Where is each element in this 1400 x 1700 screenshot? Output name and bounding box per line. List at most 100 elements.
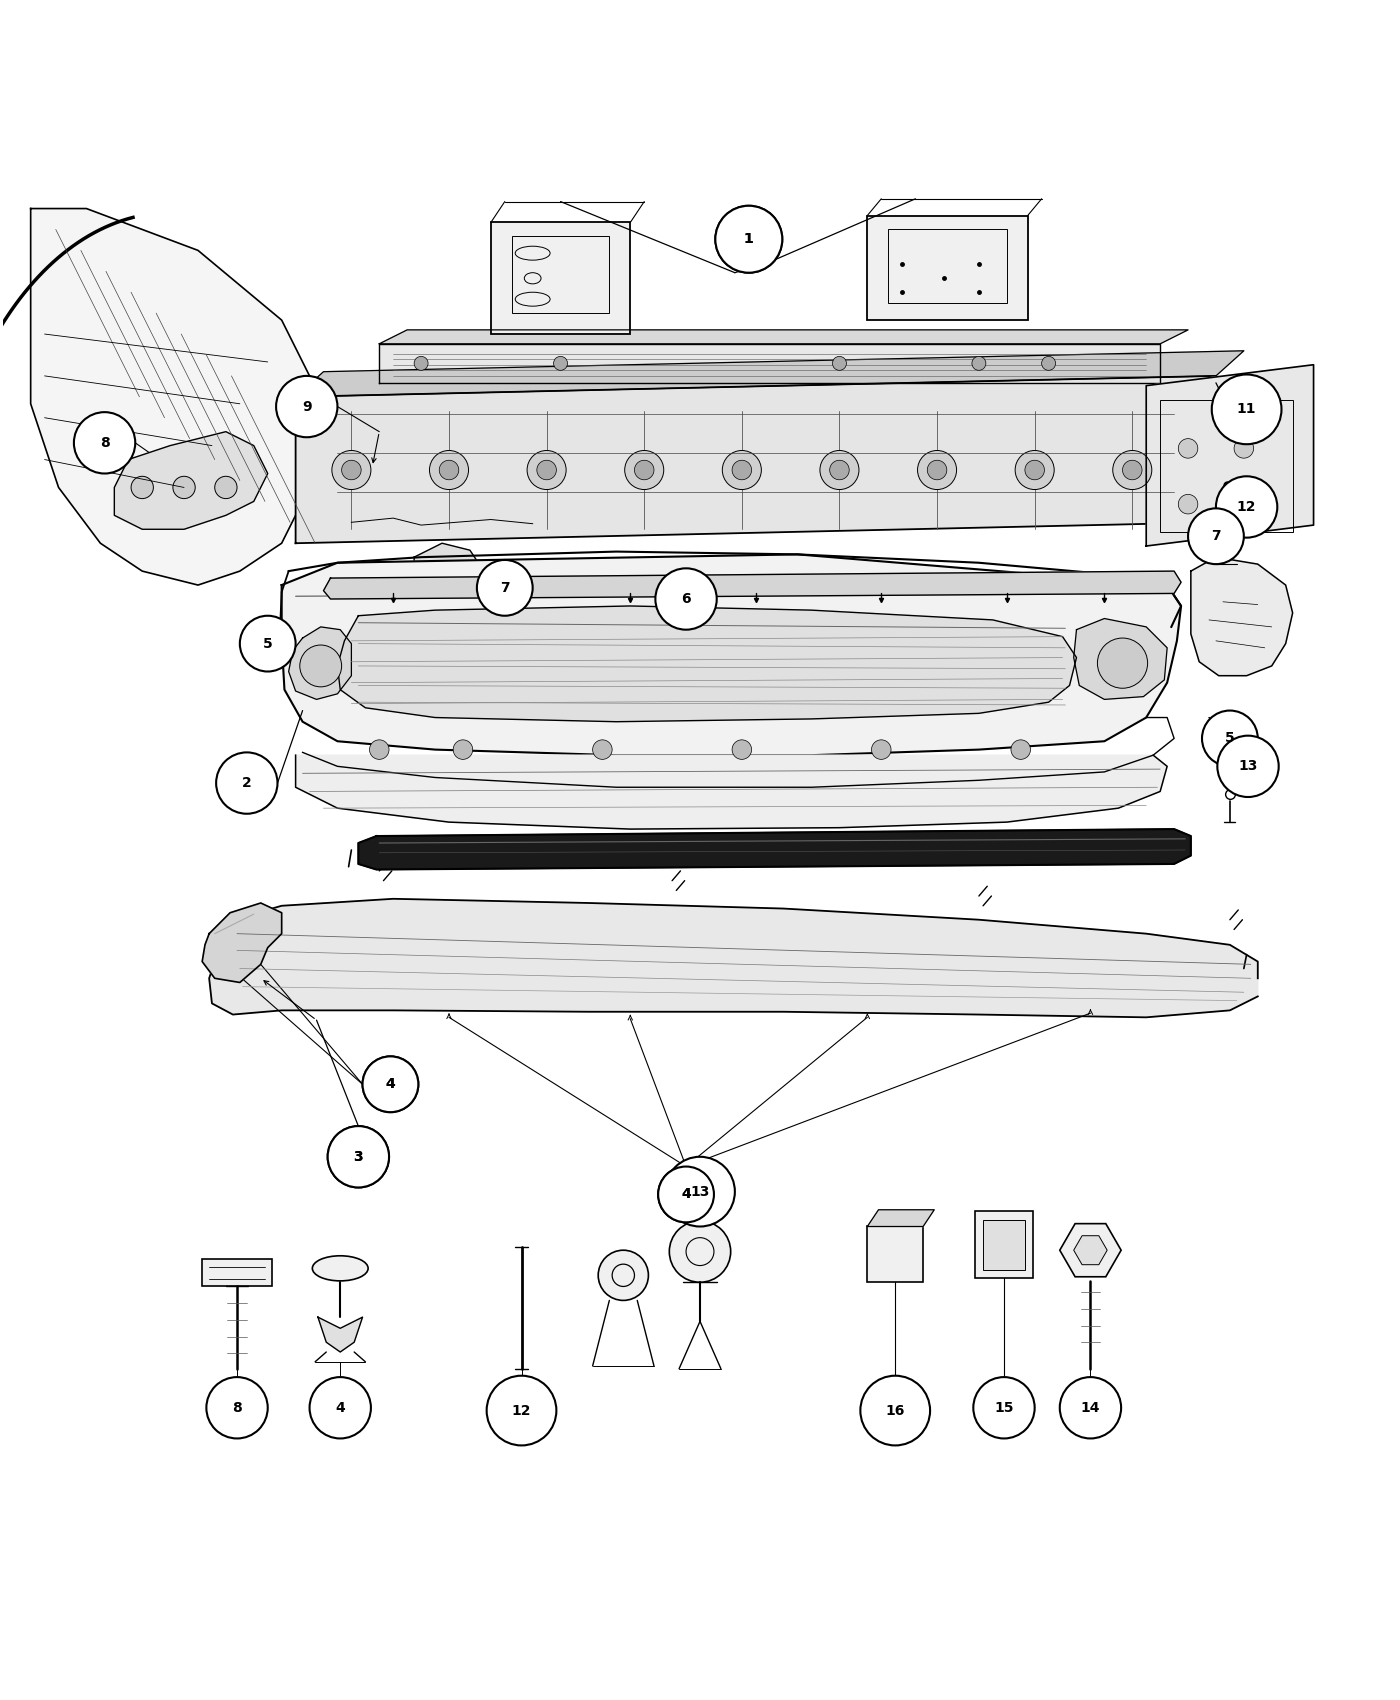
Circle shape (370, 740, 389, 760)
Polygon shape (414, 544, 484, 605)
Circle shape (830, 461, 850, 479)
Circle shape (732, 740, 752, 760)
Polygon shape (379, 343, 1161, 382)
Text: 11: 11 (1236, 403, 1256, 416)
FancyBboxPatch shape (868, 216, 1028, 320)
Circle shape (328, 1125, 389, 1188)
Polygon shape (281, 554, 1182, 755)
Circle shape (861, 1375, 930, 1445)
Polygon shape (337, 605, 1077, 722)
Circle shape (1233, 439, 1253, 459)
Circle shape (1098, 638, 1148, 688)
Circle shape (715, 206, 783, 272)
Text: 8: 8 (232, 1401, 242, 1414)
Polygon shape (323, 571, 1182, 598)
Circle shape (477, 559, 532, 615)
Circle shape (430, 450, 469, 490)
FancyBboxPatch shape (868, 1226, 923, 1282)
Circle shape (1025, 461, 1044, 479)
Text: 4: 4 (385, 1078, 395, 1091)
Circle shape (553, 357, 567, 371)
Text: 14: 14 (1081, 1401, 1100, 1414)
Text: 5: 5 (1225, 731, 1235, 745)
Circle shape (927, 461, 946, 479)
Circle shape (1011, 740, 1030, 760)
Circle shape (74, 411, 136, 474)
Circle shape (624, 450, 664, 490)
Circle shape (669, 1221, 731, 1282)
Text: 4: 4 (336, 1401, 346, 1414)
Polygon shape (318, 1318, 363, 1352)
Circle shape (973, 1377, 1035, 1438)
Circle shape (1203, 711, 1257, 767)
Circle shape (1179, 495, 1198, 513)
Polygon shape (1191, 558, 1292, 675)
Text: 9: 9 (302, 400, 312, 413)
Circle shape (1212, 374, 1281, 444)
Circle shape (132, 476, 154, 498)
Text: 13: 13 (690, 1185, 710, 1198)
Text: 6: 6 (682, 592, 690, 605)
Polygon shape (31, 209, 323, 585)
FancyBboxPatch shape (202, 1258, 272, 1287)
Text: 4: 4 (682, 1187, 692, 1202)
Circle shape (1113, 450, 1152, 490)
Circle shape (658, 1166, 714, 1222)
Circle shape (722, 450, 762, 490)
Text: 3: 3 (354, 1149, 363, 1164)
Circle shape (658, 1166, 714, 1222)
Text: 1: 1 (743, 233, 753, 246)
Text: 3: 3 (354, 1149, 363, 1164)
Circle shape (872, 740, 890, 760)
Text: 13: 13 (1239, 760, 1257, 774)
Circle shape (1015, 450, 1054, 490)
Text: 4: 4 (385, 1078, 395, 1091)
Circle shape (917, 450, 956, 490)
Circle shape (239, 615, 295, 672)
Polygon shape (1147, 366, 1313, 546)
Text: 4: 4 (682, 1187, 692, 1202)
Circle shape (332, 450, 371, 490)
Circle shape (634, 461, 654, 479)
Circle shape (342, 461, 361, 479)
FancyBboxPatch shape (983, 1219, 1025, 1270)
Circle shape (592, 740, 612, 760)
Circle shape (454, 740, 473, 760)
Circle shape (440, 461, 459, 479)
Circle shape (1217, 476, 1277, 537)
Text: 2: 2 (242, 777, 252, 790)
Circle shape (300, 644, 342, 687)
Polygon shape (295, 376, 1217, 544)
Circle shape (328, 1125, 389, 1188)
FancyBboxPatch shape (974, 1210, 1033, 1278)
Text: 12: 12 (512, 1404, 531, 1418)
Text: 7: 7 (1211, 529, 1221, 544)
Polygon shape (288, 627, 351, 699)
Circle shape (363, 1056, 419, 1112)
Circle shape (276, 376, 337, 437)
Circle shape (214, 476, 237, 498)
Polygon shape (1074, 619, 1168, 699)
Text: 8: 8 (99, 435, 109, 450)
Circle shape (1179, 439, 1198, 459)
Circle shape (206, 1377, 267, 1438)
Circle shape (1233, 495, 1253, 513)
Circle shape (665, 1156, 735, 1226)
Ellipse shape (312, 1256, 368, 1280)
Circle shape (1189, 508, 1243, 564)
Polygon shape (379, 330, 1189, 343)
Text: 7: 7 (500, 581, 510, 595)
Circle shape (1123, 461, 1142, 479)
Text: 5: 5 (263, 636, 273, 651)
Text: 12: 12 (1236, 500, 1256, 513)
Circle shape (487, 1375, 556, 1445)
Circle shape (309, 1377, 371, 1438)
Polygon shape (868, 1210, 934, 1226)
Polygon shape (202, 903, 281, 983)
Polygon shape (115, 432, 267, 529)
Circle shape (1218, 736, 1278, 797)
Text: 15: 15 (994, 1401, 1014, 1414)
Polygon shape (295, 755, 1168, 830)
Circle shape (172, 476, 195, 498)
Circle shape (1060, 1377, 1121, 1438)
